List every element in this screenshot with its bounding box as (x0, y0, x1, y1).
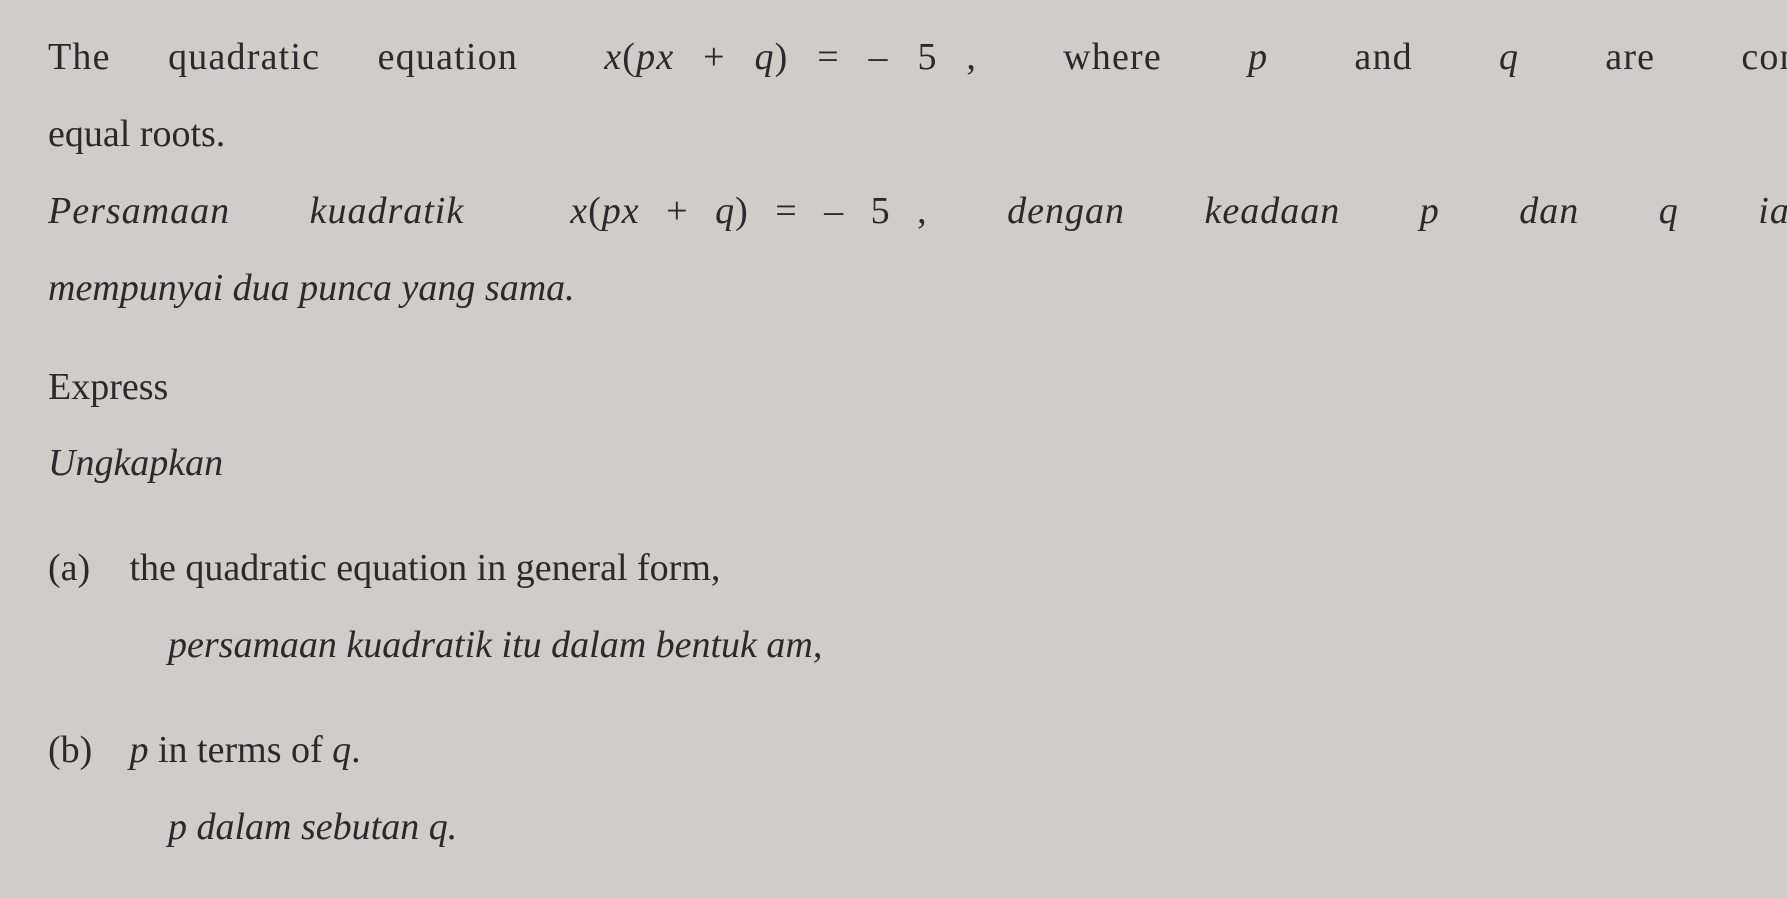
text-line-ms-2: mempunyai dua punca yang sama. (48, 259, 1787, 318)
t: are constants, has tw (1519, 36, 1787, 78)
text-line-en-1: The quadratic equation x(px + q) = – 5 ,… (48, 28, 1787, 87)
heading-express-en: Express (48, 358, 1787, 417)
math-var-q: q (1499, 36, 1519, 78)
math-expr: x (604, 36, 622, 78)
math-var-q: q (332, 729, 351, 771)
item-a-en: (a) the quadratic equation in general fo… (48, 539, 1787, 598)
t: . (351, 729, 361, 771)
math-var-p: p (1248, 36, 1268, 78)
t: equal roots. (48, 113, 225, 155)
t: Persamaan kuadratik (48, 190, 570, 232)
t: + (674, 36, 754, 78)
t: in terms of (149, 729, 333, 771)
t: p dalam sebutan q. (168, 806, 457, 848)
item-tag-b: (b) (48, 721, 120, 780)
math-expr: px (636, 36, 674, 78)
t: ) = – 5 , where (775, 36, 1248, 78)
t: The quadratic equation (48, 36, 604, 78)
t: + (640, 190, 715, 232)
t: ) = – 5 , (735, 190, 928, 232)
text-line-ms-1: Persamaan kuadratik x(px + q) = – 5 , de… (48, 182, 1787, 241)
math-expr: q (715, 190, 735, 232)
t: ( (622, 36, 636, 78)
t: Express (48, 366, 168, 408)
t: persamaan kuadratik itu dalam bentuk am, (168, 624, 822, 666)
document-page: The quadratic equation x(px + q) = – 5 ,… (0, 0, 1787, 857)
t: and (1268, 36, 1499, 78)
item-tag-a: (a) (48, 539, 120, 598)
t: dengan keadaan p dan q ialah pemalar (928, 190, 1787, 232)
heading-express-ms: Ungkapkan (48, 434, 1787, 493)
math-expr: px (602, 190, 640, 232)
math-var-p: p (130, 729, 149, 771)
text-line-en-2: equal roots. (48, 105, 1787, 164)
item-b-en: (b) p in terms of q. (48, 721, 1787, 780)
t: Ungkapkan (48, 442, 223, 484)
math-expr: q (754, 36, 774, 78)
t: the quadratic equation in general form, (130, 547, 721, 589)
t: ( (588, 190, 602, 232)
math-expr: x (570, 190, 588, 232)
item-b-ms: p dalam sebutan q. (48, 798, 1787, 857)
item-a-ms: persamaan kuadratik itu dalam bentuk am, (48, 616, 1787, 675)
t: mempunyai dua punca yang sama. (48, 267, 575, 309)
